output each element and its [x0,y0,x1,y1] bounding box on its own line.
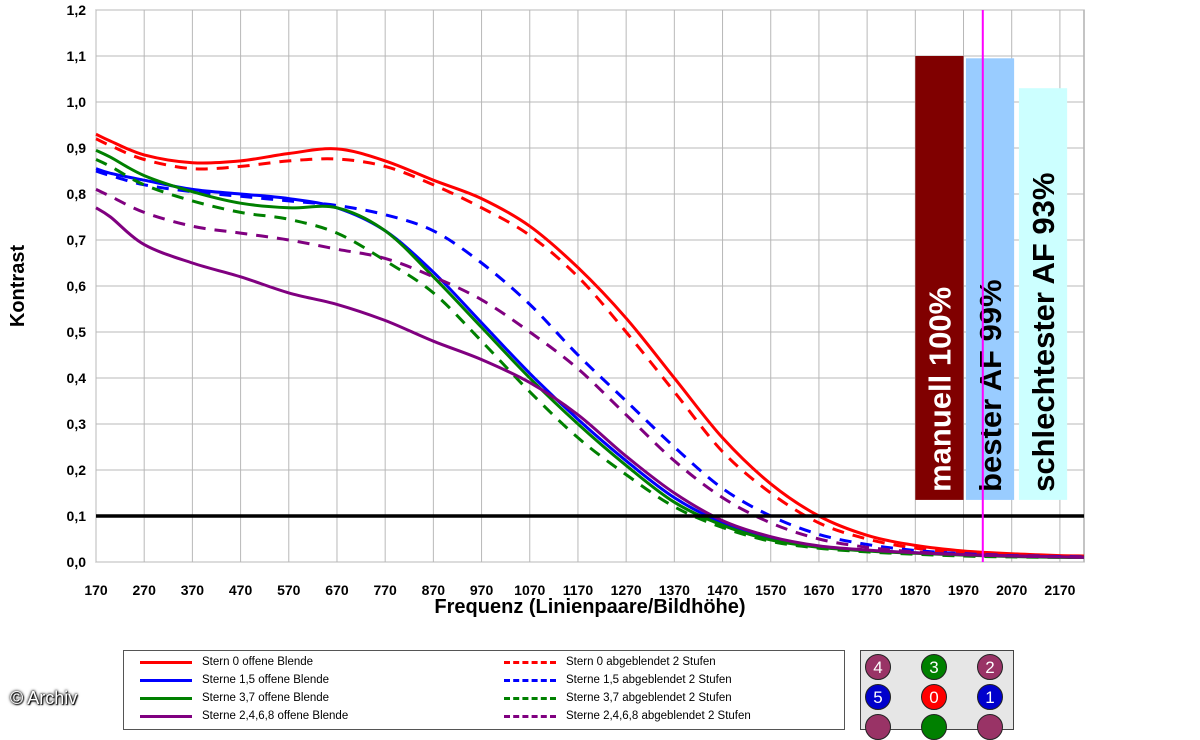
reference-lines [96,10,1084,562]
x-tick-label: 1870 [900,582,931,598]
af-bar [1018,88,1068,500]
chart: 0,00,10,20,30,40,50,60,70,80,91,01,11,2 … [7,2,1085,618]
legend-item: Sterne 3,7 offene Blende [140,689,329,707]
star-circle: 5 [865,684,891,710]
legend-swatch [140,696,192,700]
x-tick-label: 1770 [852,582,883,598]
legend-item: Stern 0 offene Blende [140,653,313,671]
star-circle [921,714,947,740]
watermark: © Archiv [10,688,78,708]
legend-label: Stern 0 abgeblendet 2 Stufen [566,656,716,668]
legend-swatch [504,696,556,700]
x-tick-label: 870 [422,582,446,598]
legend-label: Sterne 1,5 offene Blende [202,674,330,686]
x-tick-label: 1670 [803,582,834,598]
y-ticks: 0,0 0,1 0,2 0,3 0,4 0,5 0,6 0,7 0,8 0,9 1,0 1,1 1,2 [67,2,87,570]
y-tick-label: 0,6 [67,278,87,294]
series-lines [95,132,1085,559]
star-circle: 3 [921,654,947,680]
y-tick-label: 1,0 [67,94,87,110]
legend-label: Stern 0 offene Blende [202,656,314,668]
x-tick-label: 2170 [1044,582,1075,598]
x-tick-label: 970 [470,582,494,598]
y-tick-label: 0,5 [67,324,87,340]
x-ticks: 170 270 370 470 570 670 770 870 970 1070 1170 1270 1… [84,582,1075,598]
x-tick-label: 670 [325,582,349,598]
star-circle: 4 [865,654,891,680]
x-tick-label: 170 [84,582,108,598]
y-tick-label: 1,2 [67,2,87,18]
legend-item: Sterne 2,4,6,8 abgeblendet 2 Stufen [504,707,751,725]
series-line-7 [95,188,1085,559]
legend-swatch [504,678,556,682]
star-circle: 1 [977,684,1003,710]
x-tick-label: 1370 [659,582,690,598]
star-circle [865,714,891,740]
x-tick-label: 1270 [611,582,642,598]
legend-item: Sterne 2,4,6,8 offene Blende [140,707,348,725]
x-tick-label: 1070 [514,582,545,598]
y-tick-label: 0,9 [67,140,87,156]
legend-item: Sterne 3,7 abgeblendet 2 Stufen [504,689,732,707]
legend-item: Sterne 1,5 abgeblendet 2 Stufen [504,671,732,689]
y-tick-label: 0,4 [67,370,87,386]
y-tick-label: 0,7 [67,232,87,248]
y-axis-title: Kontrast [7,245,29,328]
af-bar-label: schlechtester AF 93% [1026,173,1061,492]
star-circle: 0 [921,684,947,710]
legend-swatch [504,714,556,718]
legend-label: Sterne 1,5 abgeblendet 2 Stufen [566,674,732,686]
series-line-0 [95,132,1085,558]
legend: Stern 0 offene Blende Stern 0 abgeblendet… [123,650,845,730]
legend-label: Sterne 3,7 abgeblendet 2 Stufen [566,692,732,704]
y-tick-label: 0,2 [67,462,87,478]
x-tick-label: 470 [229,582,253,598]
y-tick-label: 0,3 [67,416,87,432]
x-tick-label: 2070 [996,582,1027,598]
x-tick-label: 1570 [755,582,786,598]
y-tick-label: 0,0 [67,554,87,570]
star-circle: 2 [977,654,1003,680]
af-bar [915,56,964,500]
af-bar-label: manuell 100% [922,287,957,492]
x-tick-label: 1470 [707,582,738,598]
legend-item: Sterne 1,5 offene Blende [140,671,329,689]
x-tick-label: 370 [181,582,205,598]
bars: manuell 100% bester AF 99% schlechtester A… [915,56,1068,500]
legend-swatch [140,678,192,682]
af-bar-label: bester AF 99% [973,279,1008,492]
x-tick-label: 1170 [563,582,594,598]
star-circle [977,714,1003,740]
x-tick-label: 570 [277,582,301,598]
star-diagram: 4 3 2 5 0 1 [860,650,1014,740]
x-axis-title: Frequenz (Linienpaare/Bildhöhe) [434,596,745,618]
legend-label: Sterne 3,7 offene Blende [202,692,330,704]
legend-label: Sterne 2,4,6,8 abgeblendet 2 Stufen [566,710,751,722]
x-tick-label: 770 [373,582,397,598]
legend-label: Sterne 2,4,6,8 offene Blende [202,710,349,722]
legend-swatch [140,714,192,718]
legend-swatch [140,660,192,664]
af-bar [965,58,1015,500]
legend-swatch [504,660,556,664]
y-tick-label: 0,8 [67,186,87,202]
legend-item: Stern 0 abgeblendet 2 Stufen [504,653,716,671]
x-tick-label: 270 [133,582,157,598]
y-tick-label: 1,1 [67,48,87,64]
x-tick-label: 1970 [948,582,979,598]
y-tick-label: 0,1 [67,508,87,524]
